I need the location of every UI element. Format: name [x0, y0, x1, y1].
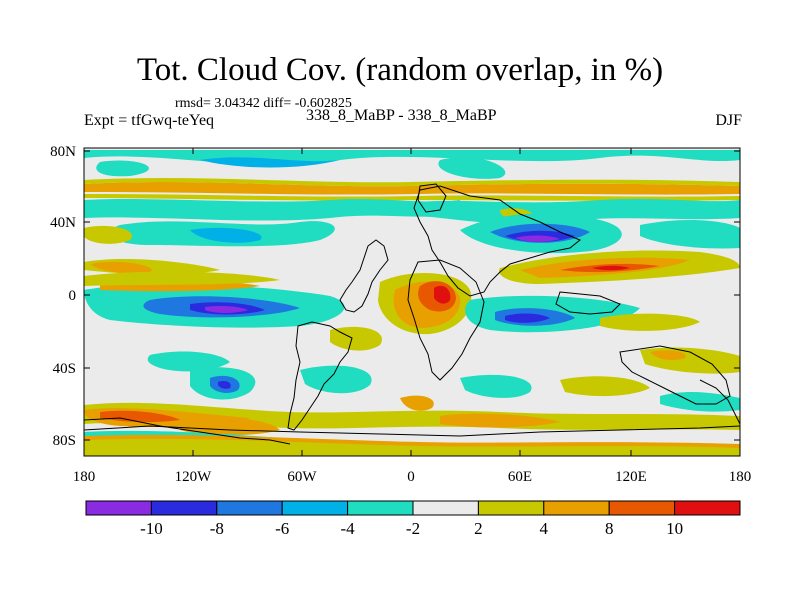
lon-label: 0 [407, 469, 415, 485]
red-africa [434, 285, 451, 304]
yellow-so-far [84, 438, 740, 456]
colorbar-label: 2 [474, 519, 483, 538]
season-label: DJF [715, 112, 742, 129]
colorbar-swatch [543, 500, 610, 516]
lon-label: 180 [729, 469, 752, 485]
longitude-axis: 180 120W 60W 0 60E 120E 180 [73, 148, 752, 485]
darkblue-indian-ocean [505, 313, 550, 323]
orange-sh-indian [400, 395, 434, 411]
yellow-eq-pacific-n [84, 271, 280, 286]
colorbar-swatch [85, 500, 152, 516]
colorbar-swatch [674, 500, 741, 516]
colorbar: -10 -8 -6 -4 -2 2 4 8 10 [85, 500, 741, 538]
land-outlines [84, 183, 740, 445]
case-label: 338_8_MaBP - 338_8_MaBP [306, 107, 497, 124]
orangered-so-band [100, 410, 180, 423]
plot-title: Tot. Cloud Cov. (random overlap, in %) [136, 52, 664, 88]
africa-outline [407, 259, 485, 381]
colorbar-label: 10 [666, 519, 683, 538]
cyan-sh-atlantic [300, 365, 372, 394]
lat-label: 80N [50, 144, 76, 160]
blue-north-pacific [190, 227, 262, 243]
map-frame [83, 147, 741, 457]
contour-fields [84, 150, 740, 456]
lon-label: 120E [615, 469, 647, 485]
colorbar-label: 4 [540, 519, 549, 538]
lon-label: 120W [175, 469, 213, 485]
colorbar-swatch [216, 500, 283, 516]
latitude-axis: 80N 40N 0 40S 80S [50, 144, 740, 449]
north-america-outline [339, 239, 389, 313]
orange-blob-na-2 [90, 261, 152, 274]
darkblue-sh-pacific [218, 380, 231, 389]
greenland-outline [417, 183, 447, 213]
south-america-outline [287, 321, 353, 431]
antarctica-outline [84, 425, 740, 437]
yellow-sh-atlantic [330, 326, 382, 351]
yellow-band-60n [84, 178, 740, 187]
lon-label: 60E [508, 469, 532, 485]
colorbar-swatch [347, 500, 414, 516]
cyan-midlat-north [84, 198, 460, 221]
colorbar-label: -8 [210, 519, 224, 538]
indo-australia-outline [555, 291, 621, 315]
lat-label: 0 [69, 288, 77, 304]
yellow-blob-na-1 [84, 225, 132, 244]
colorbar-swatch [608, 500, 676, 516]
cyan-np-east [640, 219, 740, 249]
yellow-sh-indian [560, 376, 650, 397]
red-ridge-np [592, 265, 630, 271]
lat-label: 80S [53, 433, 76, 449]
experiment-label: Expt = tfGwq-teYeq [84, 112, 215, 129]
cyan-blob-80n-c [438, 157, 506, 179]
cyan-sh-indian [460, 374, 532, 398]
colorbar-swatch [412, 500, 479, 516]
cyan-sh-pacific [147, 351, 230, 372]
yellow-band-60n-b [84, 194, 740, 201]
orange-band-60n [84, 182, 740, 195]
colorbar-label: -2 [406, 519, 420, 538]
orange-so-band-east [440, 413, 560, 428]
lat-label: 40S [53, 361, 76, 377]
colorbar-swatch [281, 500, 349, 516]
cyan-band-north-2 [200, 157, 340, 168]
cyan-blob-80n-b [96, 160, 149, 177]
colorbar-swatch [477, 500, 545, 516]
colorbar-swatch [150, 500, 218, 516]
yellow-io-east [600, 313, 700, 331]
australia-outline [619, 345, 731, 405]
colorbar-label: -4 [341, 519, 356, 538]
lon-label: 60W [287, 469, 317, 485]
lat-label: 40N [50, 215, 76, 231]
cyan-sh-se [660, 392, 740, 412]
stats-text: rmsd= 3.04342 diff= -0.602825 [175, 96, 352, 111]
eurasia-outline [413, 185, 581, 297]
east-coast-outline [699, 379, 740, 425]
colorbar-label: -10 [140, 519, 163, 538]
orange-sh-east [650, 350, 686, 360]
colorbar-label: 8 [605, 519, 614, 538]
purple-east-asia [515, 235, 560, 242]
west-coast-outline [84, 417, 291, 445]
colorbar-label: -6 [275, 519, 289, 538]
purple-eq-pacific [205, 306, 248, 313]
lon-label: 180 [73, 469, 96, 485]
